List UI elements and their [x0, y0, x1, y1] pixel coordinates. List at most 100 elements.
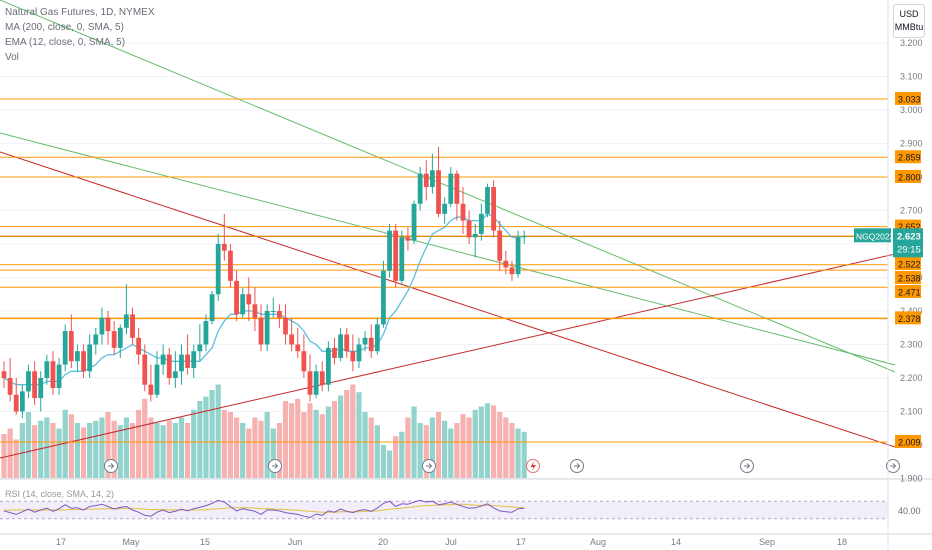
candle-body: [485, 187, 490, 214]
time-tick-label: May: [122, 537, 140, 547]
price-tick-label: 2.700: [900, 206, 923, 216]
candle-body: [38, 378, 44, 399]
volume-bar: [240, 423, 246, 478]
currency-unit-button[interactable]: USD MMBtu: [893, 4, 925, 38]
candle: [466, 210, 472, 244]
candle: [75, 344, 80, 372]
candle: [423, 160, 429, 201]
legend-vol[interactable]: Vol: [5, 52, 19, 63]
candle: [209, 290, 215, 325]
time-tick-label: Jun: [288, 537, 303, 547]
candle-body: [478, 213, 484, 234]
rsi-legend[interactable]: RSI (14, close, SMA, 14, 2): [5, 489, 115, 499]
candle-body: [264, 311, 270, 345]
candle: [44, 354, 50, 385]
volume-bar: [160, 425, 166, 478]
candle: [221, 213, 227, 261]
volume-bar: [515, 428, 521, 478]
candle-body: [111, 331, 117, 348]
legend-symbol[interactable]: Natural Gas Futures, 1D, NYMEX: [5, 7, 155, 18]
volume-bars: [1, 384, 527, 478]
volume-bar: [7, 428, 13, 478]
candle-body: [228, 250, 233, 281]
trend-lines: [0, 0, 896, 459]
candle-body: [26, 371, 31, 392]
volume-bar: [276, 423, 282, 478]
candle-body: [197, 344, 203, 352]
candle-body: [75, 351, 80, 362]
candle-body: [105, 317, 111, 332]
candle: [344, 327, 350, 358]
trend-line-green-upper: [0, 0, 896, 373]
trend-line-red-ascending: [0, 253, 896, 459]
candle-body: [7, 378, 13, 395]
candle-body: [350, 351, 356, 362]
volume-bar: [331, 401, 338, 478]
candle: [472, 223, 478, 258]
level-labels: 3.033 2.859 2.800 2.652 2.522 2.538 2.471 2.378…: [854, 91, 923, 448]
candle-body: [307, 371, 313, 395]
volume-bar: [99, 417, 105, 478]
candle-body: [466, 220, 472, 238]
level-label-text: 2.471: [898, 288, 921, 298]
volume-bar: [319, 414, 325, 478]
candle: [374, 317, 380, 355]
unit-label: MMBtu: [894, 22, 924, 32]
candle: [136, 327, 142, 365]
candle-body: [124, 314, 129, 328]
time-tick-label: 17: [56, 537, 66, 547]
volume-bar: [466, 417, 472, 478]
candle: [442, 197, 448, 224]
candle: [38, 371, 44, 412]
time-tick-label: 20: [378, 537, 388, 547]
candle: [270, 297, 276, 318]
candle-body: [325, 347, 331, 385]
candle: [166, 347, 172, 385]
candle: [246, 277, 252, 322]
level-label-box: [895, 170, 921, 183]
candle: [105, 311, 111, 345]
candle-body: [62, 331, 68, 365]
candle-body: [454, 173, 460, 204]
volume-bar: [484, 403, 491, 478]
candle-body: [515, 237, 521, 275]
price-tick-label: 2.900: [900, 139, 923, 149]
volume-bar: [362, 412, 368, 478]
volume-bar: [252, 417, 258, 478]
candle-body: [185, 354, 190, 368]
candle-body: [68, 331, 74, 362]
candle: [313, 364, 319, 399]
level-label-box: [895, 271, 921, 284]
volume-bar: [246, 428, 252, 478]
volume-bar: [429, 417, 435, 478]
volume-bar: [521, 431, 527, 478]
candle: [154, 351, 160, 399]
legend-ma[interactable]: MA (200, close, 0, SMA, 5): [5, 22, 124, 33]
candle: [283, 304, 288, 345]
arrow-icon: [426, 463, 433, 469]
candle: [148, 364, 154, 402]
candle: [289, 317, 295, 352]
candle-body: [411, 203, 417, 241]
volume-bar: [307, 403, 313, 478]
candle-body: [13, 394, 19, 412]
candle-body: [393, 230, 399, 281]
candle: [301, 334, 307, 378]
candle: [179, 344, 184, 385]
volume-bar: [380, 445, 387, 478]
volume-bar: [154, 423, 160, 478]
volume-bar: [105, 412, 111, 478]
volume-bar: [423, 425, 429, 478]
candle: [436, 146, 441, 218]
candle-body: [270, 311, 276, 312]
time-tick-label: 17: [516, 537, 526, 547]
candle: [307, 354, 313, 402]
legend-ema[interactable]: EMA (12, close, 0, SMA, 5): [5, 37, 126, 48]
volume-bar: [87, 423, 93, 478]
rsi-level-label: 40.00: [898, 506, 921, 516]
level-label-text: 2.009: [898, 437, 921, 447]
candle: [191, 344, 197, 378]
candle-body: [430, 170, 435, 188]
candle: [81, 344, 86, 378]
